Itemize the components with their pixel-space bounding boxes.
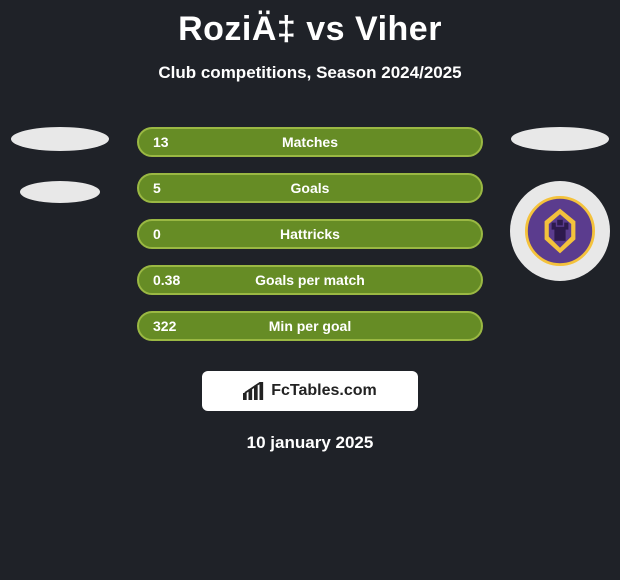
brand-text: FcTables.com — [271, 382, 377, 400]
player-badge-placeholder — [11, 127, 109, 151]
stat-label: Hattricks — [280, 226, 340, 242]
comparison-content: 13 Matches 5 Goals 0 Hattricks 0.38 Goal… — [0, 127, 620, 453]
stat-value: 0.38 — [153, 272, 180, 288]
stat-bars: 13 Matches 5 Goals 0 Hattricks 0.38 Goal… — [137, 127, 483, 341]
stat-bar-goals: 5 Goals — [137, 173, 483, 203]
stat-value: 5 — [153, 180, 161, 196]
page-title: RoziÄ‡ vs Viher — [0, 0, 620, 49]
stat-value: 322 — [153, 318, 176, 334]
stat-bar-hattricks: 0 Hattricks — [137, 219, 483, 249]
subtitle: Club competitions, Season 2024/2025 — [0, 63, 620, 83]
stat-value: 0 — [153, 226, 161, 242]
stat-label: Matches — [282, 134, 338, 150]
stat-value: 13 — [153, 134, 169, 150]
stat-label: Min per goal — [269, 318, 351, 334]
maribor-crest-icon — [525, 196, 595, 266]
stat-bar-min-per-goal: 322 Min per goal — [137, 311, 483, 341]
stat-bar-matches: 13 Matches — [137, 127, 483, 157]
left-player-badges — [0, 127, 120, 203]
right-player-badges — [500, 127, 620, 281]
brand-badge: FcTables.com — [202, 371, 418, 411]
club-badge-maribor — [510, 181, 610, 281]
stat-label: Goals — [291, 180, 330, 196]
snapshot-date: 10 january 2025 — [0, 433, 620, 453]
player-badge-placeholder — [511, 127, 609, 151]
brand-chart-icon — [243, 382, 265, 400]
stat-bar-goals-per-match: 0.38 Goals per match — [137, 265, 483, 295]
stat-label: Goals per match — [255, 272, 365, 288]
club-badge-placeholder — [20, 181, 100, 203]
